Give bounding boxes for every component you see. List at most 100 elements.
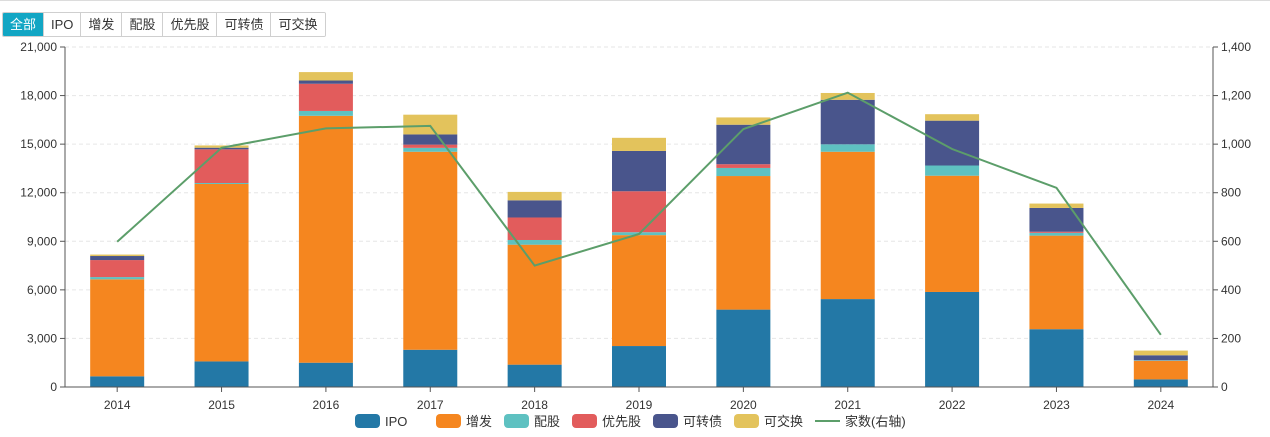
bar-segment[interactable] <box>507 217 562 240</box>
left-axis-tick-label: 6,000 <box>27 283 57 297</box>
right-axis-tick-label: 400 <box>1221 283 1241 297</box>
bar-segment[interactable] <box>1133 355 1188 361</box>
tab-preferred-stock[interactable]: 优先股 <box>163 13 218 36</box>
bar-segment[interactable] <box>820 299 875 387</box>
stacked-bars <box>90 72 1188 387</box>
legend-label[interactable]: IPO <box>385 414 407 429</box>
bar-segment[interactable] <box>403 151 458 350</box>
bar-segment[interactable] <box>1029 329 1084 387</box>
bar-segment[interactable] <box>507 191 562 201</box>
legend-swatch[interactable] <box>653 414 678 428</box>
x-axis-tick-label: 2015 <box>208 398 235 412</box>
count-line[interactable] <box>116 91 1162 336</box>
right-axis-tick-label: 1,000 <box>1221 137 1251 151</box>
bar-segment[interactable] <box>1029 235 1084 330</box>
bar-segment[interactable] <box>1133 350 1188 356</box>
bar-segment[interactable] <box>90 260 145 278</box>
tab-rights-issue[interactable]: 配股 <box>122 13 164 36</box>
bar-segment[interactable] <box>1029 207 1084 232</box>
x-axis-tick-label: 2023 <box>1043 398 1070 412</box>
bar-segment[interactable] <box>298 72 353 81</box>
bar-segment[interactable] <box>403 349 458 387</box>
legend-swatch[interactable] <box>504 414 529 428</box>
bar-segment[interactable] <box>820 99 875 145</box>
tab-all[interactable]: 全部 <box>3 13 45 36</box>
bar-segment[interactable] <box>925 114 980 121</box>
bar-segment[interactable] <box>925 165 980 176</box>
right-axis-tick-label: 1,200 <box>1221 89 1251 103</box>
bar-segment[interactable] <box>1133 360 1188 380</box>
bar-segment[interactable] <box>716 167 771 177</box>
bar-segment[interactable] <box>90 277 145 280</box>
x-axis-tick-label: 2014 <box>104 398 131 412</box>
bar-segment[interactable] <box>507 244 562 365</box>
legend-swatch[interactable] <box>572 414 597 428</box>
legend-swatch[interactable] <box>436 414 461 428</box>
bar-segment[interactable] <box>90 254 145 257</box>
bar-segment[interactable] <box>507 239 562 245</box>
bar-segment[interactable] <box>925 291 980 387</box>
bar-segment[interactable] <box>1133 379 1188 387</box>
tab-ipo[interactable]: IPO <box>44 13 82 36</box>
right-axis-tick-label: 1,400 <box>1221 40 1251 54</box>
count-line-series <box>116 91 1162 336</box>
bar-segment[interactable] <box>194 149 249 183</box>
bar-segment[interactable] <box>194 361 249 387</box>
legend-label[interactable]: 优先股 <box>602 414 641 429</box>
left-axis-tick-label: 3,000 <box>27 331 57 345</box>
bar-segment[interactable] <box>612 191 666 233</box>
bar-segment[interactable] <box>403 134 458 145</box>
bar-segment[interactable] <box>403 144 458 148</box>
right-axis-tick-label: 800 <box>1221 186 1241 200</box>
tab-convertible-bond[interactable]: 可转债 <box>217 13 272 36</box>
bar-segment[interactable] <box>507 364 562 387</box>
bar-segment[interactable] <box>298 362 353 387</box>
bar-segment[interactable] <box>716 124 771 165</box>
bar-segment[interactable] <box>90 256 145 261</box>
bar-segment[interactable] <box>820 151 875 300</box>
bar-segment[interactable] <box>716 309 771 387</box>
bar-segment[interactable] <box>1029 203 1084 208</box>
right-axis-tick-label: 0 <box>1221 380 1228 394</box>
bar-segment[interactable] <box>716 164 771 168</box>
bar-segment[interactable] <box>298 110 353 116</box>
legend-label[interactable]: 增发 <box>466 414 492 429</box>
bar-segment[interactable] <box>194 183 249 362</box>
bar-segment[interactable] <box>820 92 875 100</box>
x-axis-tick-label: 2018 <box>521 398 548 412</box>
bar-segment[interactable] <box>90 279 145 377</box>
tab-exchangeable-bond[interactable]: 可交换 <box>271 13 325 36</box>
bar-segment[interactable] <box>1029 231 1084 233</box>
bar-segment[interactable] <box>612 150 666 192</box>
bar-segment[interactable] <box>716 176 771 310</box>
right-axis-tick-label: 600 <box>1221 234 1241 248</box>
bar-segment[interactable] <box>925 175 980 292</box>
bar-segment[interactable] <box>298 115 353 363</box>
bar-segment[interactable] <box>507 200 562 218</box>
legend-label[interactable]: 可交换 <box>764 414 803 429</box>
bar-segment[interactable] <box>612 235 666 347</box>
bar-segment[interactable] <box>194 183 249 184</box>
bar-segment[interactable] <box>925 120 980 166</box>
legend-swatch[interactable] <box>734 414 759 428</box>
bar-segment[interactable] <box>403 114 458 135</box>
bar-segment[interactable] <box>612 137 666 151</box>
legend-swatch[interactable] <box>355 414 380 428</box>
legend-label[interactable]: 可转债 <box>683 414 722 429</box>
bar-segment[interactable] <box>716 117 771 125</box>
category-tabs: 全部 IPO 增发 配股 优先股 可转债 可交换 <box>2 12 326 37</box>
bar-segment[interactable] <box>90 376 145 387</box>
bar-segment[interactable] <box>612 346 666 387</box>
bar-segment[interactable] <box>194 145 249 148</box>
tab-additional-issuance[interactable]: 增发 <box>81 13 123 36</box>
legend-label[interactable]: 配股 <box>534 414 560 429</box>
bar-segment[interactable] <box>820 144 875 152</box>
bar-segment[interactable] <box>1029 232 1084 236</box>
bar-segment[interactable] <box>403 147 458 152</box>
legend-label[interactable]: 家数(右轴) <box>845 414 906 429</box>
bar-segment[interactable] <box>298 83 353 111</box>
left-axis-tick-label: 15,000 <box>20 137 57 151</box>
bar-segment[interactable] <box>298 80 353 84</box>
x-axis-tick-label: 2024 <box>1147 398 1174 412</box>
